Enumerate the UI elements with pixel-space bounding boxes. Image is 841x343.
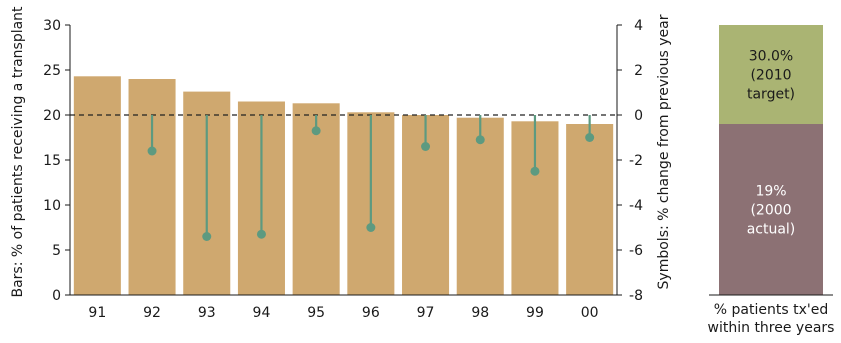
x-tick-label: 97 (417, 305, 435, 321)
left-tick-label: 0 (52, 288, 61, 304)
change-point-97 (421, 142, 431, 151)
x-tick-label: 95 (307, 305, 325, 321)
stacked-segment-target (719, 25, 823, 124)
stacked-segment-label: (2010 (750, 68, 791, 84)
x-tick-label: 93 (198, 305, 216, 321)
target-stacked-bar-chart: 19% (2000 actual) 30.0% (2010 target) % patien… (708, 25, 835, 336)
bar-92 (128, 79, 176, 295)
change-point-95 (311, 126, 321, 136)
stacked-segment-label: 19% (755, 184, 786, 200)
bar-00 (566, 124, 614, 295)
change-point-96 (366, 223, 376, 232)
stacked-x-label: within three years (708, 320, 835, 336)
x-tick-label: 98 (471, 305, 489, 321)
change-point-94 (256, 229, 266, 239)
right-tick-label: -2 (629, 153, 643, 169)
right-tick-label: 2 (634, 63, 643, 79)
x-tick-label: 91 (88, 305, 106, 321)
change-point-93 (202, 232, 212, 241)
stacked-x-label: % patients tx'ed (714, 302, 828, 318)
right-axis-label: Symbols: % change from previous year (656, 14, 672, 289)
x-tick-label: 94 (253, 305, 271, 321)
stacked-segment-label: 30.0% (749, 49, 793, 65)
right-tick-label: 4 (634, 18, 643, 34)
x-tick-label: 00 (581, 305, 599, 321)
stacked-segment-label: actual) (747, 222, 796, 238)
left-tick-label: 30 (43, 18, 61, 34)
right-tick-label: -8 (629, 288, 643, 304)
left-tick-label: 10 (43, 198, 61, 214)
left-tick-label: 20 (43, 108, 61, 124)
change-point-99 (530, 166, 540, 176)
change-point-00 (585, 133, 595, 142)
right-tick-label: -6 (629, 243, 643, 259)
bar-91 (73, 76, 121, 295)
change-point-98 (475, 135, 485, 145)
left-tick-label: 5 (52, 243, 61, 259)
stacked-segment-label: (2000 (750, 203, 791, 219)
left-tick-label: 15 (43, 153, 61, 169)
stacked-segment-actual (719, 124, 823, 295)
right-tick-label: 0 (634, 108, 643, 124)
right-tick-label: -4 (629, 198, 643, 214)
x-tick-label: 92 (143, 305, 161, 321)
bar-98 (456, 117, 504, 295)
stacked-segment-label: target) (747, 87, 795, 103)
x-tick-label: 96 (362, 305, 380, 321)
main-chart: 0 5 10 15 20 25 30 -8 -6 -4 -2 0 2 4 91 92 93 94 95 96 97 98 9… (10, 6, 672, 321)
x-tick-label: 99 (526, 305, 544, 321)
change-point-92 (147, 146, 157, 156)
left-tick-label: 25 (43, 63, 61, 79)
left-axis-label: Bars: % of patients receiving a transpla… (10, 6, 26, 298)
